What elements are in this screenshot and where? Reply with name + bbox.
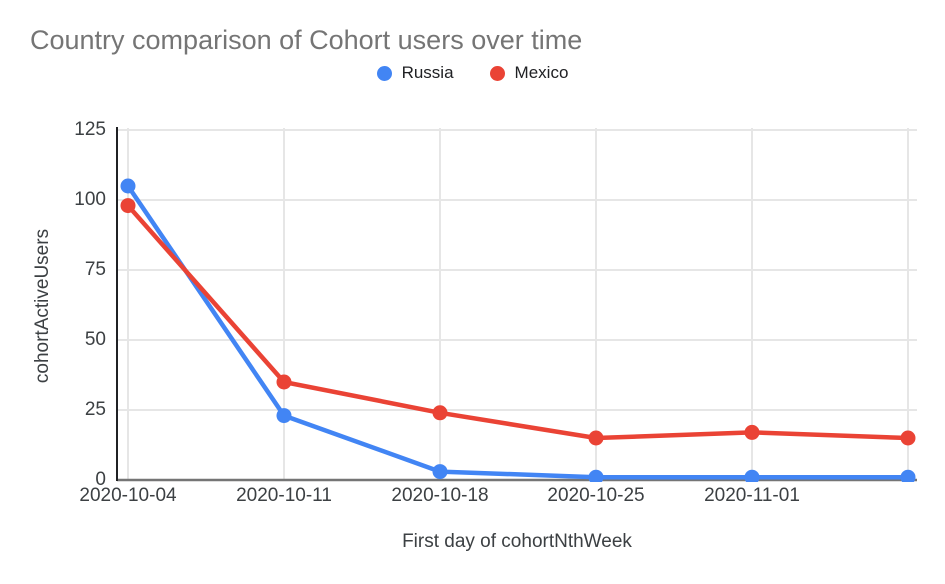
series-line-russia	[126, 184, 908, 480]
legend-item-mexico: Mexico	[489, 63, 569, 83]
x-tick-label: 2020-10-04	[79, 485, 177, 506]
legend-item-russia: Russia	[376, 63, 454, 83]
chart-title: Country comparison of Cohort users over …	[30, 25, 583, 55]
data-point-russia	[276, 408, 292, 424]
data-point-mexico	[588, 430, 604, 446]
legend-label-mexico: Mexico	[514, 63, 569, 82]
y-tick-label: 100	[74, 189, 106, 210]
data-point-mexico	[432, 405, 448, 421]
x-tick-label: 2020-10-18	[391, 485, 489, 506]
x-tick-label: 2020-11-01	[704, 485, 800, 506]
x-axis-title: First day of cohortNthWeek	[402, 531, 632, 552]
y-tick-label: 75	[84, 259, 106, 280]
data-point-mexico	[900, 430, 916, 446]
y-tick-label: 50	[84, 329, 106, 350]
y-tick-label: 25	[84, 399, 106, 420]
legend-label-russia: Russia	[401, 63, 454, 82]
chart-legend: Russia Mexico	[0, 60, 945, 86]
legend-swatch-mexico	[489, 65, 505, 81]
y-tick-label: 0	[95, 469, 106, 490]
x-tick-label: 2020-10-25	[547, 485, 645, 506]
y-tick-label: 125	[74, 119, 106, 140]
data-point-mexico	[744, 424, 760, 440]
data-point-russia	[744, 469, 760, 482]
x-tick-label: 2020-10-11	[236, 485, 332, 506]
series-layer	[120, 178, 916, 482]
y-axis-title: cohortActiveUsers	[32, 228, 53, 384]
series-line-mexico	[126, 204, 909, 441]
data-point-russia	[120, 178, 136, 194]
legend-swatch-russia	[376, 65, 392, 81]
data-point-russia	[588, 469, 604, 482]
data-point-mexico	[276, 374, 292, 390]
data-point-russia	[900, 469, 916, 482]
data-point-mexico	[120, 198, 136, 214]
data-point-russia	[432, 464, 448, 480]
